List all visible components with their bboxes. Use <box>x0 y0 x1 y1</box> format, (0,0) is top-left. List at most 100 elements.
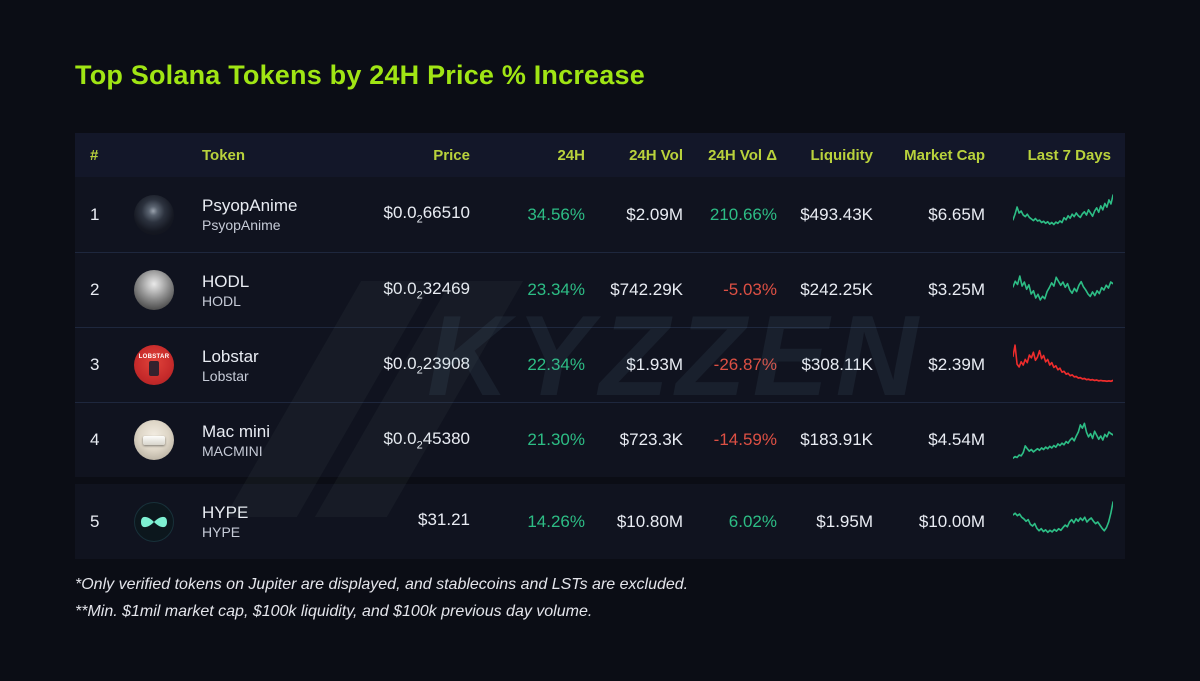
token-meta: Mac mini MACMINI <box>202 421 270 460</box>
price-rest: 23908 <box>422 353 470 373</box>
last-7-days-sparkline <box>985 418 1125 462</box>
last-7-days-sparkline <box>985 193 1125 237</box>
table-row: 5 HYPE HYPE $31.21 14.26% $10.80M 6.02% … <box>75 484 1125 559</box>
header-market-cap: Market Cap <box>904 146 985 164</box>
market-cap: $6.65M <box>928 204 985 224</box>
token-symbol: Lobstar <box>202 367 249 384</box>
market-cap: $2.39M <box>928 355 985 374</box>
market-cap: $10.00M <box>918 511 985 531</box>
rank: 5 <box>90 511 100 531</box>
token-meta: Lobstar Lobstar <box>202 346 259 385</box>
lobstar-icon-figure <box>149 361 159 376</box>
vol-24h: $10.80M <box>616 511 683 531</box>
token-cell: HODL HODL <box>120 270 290 310</box>
header-last-7-days: Last 7 Days <box>1027 146 1111 164</box>
token-name: PsyopAnime <box>202 196 298 215</box>
token-name: Mac mini <box>202 421 271 441</box>
table-header-row: # Token Price 24H 24H Vol 24H Vol Δ Liqu… <box>75 133 1125 177</box>
hodl-token-icon <box>134 270 174 310</box>
token-cell: Mac mini MACMINI <box>120 420 290 460</box>
table-row: 2 HODL HODL $0.0232469 23.34% $742.29K -… <box>75 252 1125 327</box>
header-token: Token <box>202 146 246 164</box>
footnote-2: **Min. $1mil market cap, $100k liquidity… <box>75 603 593 620</box>
change-24h: 21.30% <box>527 430 585 449</box>
header-rank: # <box>90 146 99 164</box>
market-cap: $3.25M <box>928 280 985 299</box>
change-24h: 14.26% <box>527 511 585 531</box>
token-symbol: HODL <box>202 292 241 309</box>
token-name: HYPE <box>202 503 249 522</box>
header-price: Price <box>433 146 470 164</box>
token-symbol: HYPE <box>202 524 241 540</box>
price-prefix: $0.0 <box>383 353 417 373</box>
lobstar-icon-label: LOBSTAR <box>138 354 170 360</box>
change-24h: 34.56% <box>527 204 585 224</box>
vol-delta-24h: -26.87% <box>713 355 777 374</box>
footnote-1: *Only verified tokens on Jupiter are dis… <box>75 576 689 593</box>
vol-24h: $742.29K <box>610 280 683 299</box>
page-title: Top Solana Tokens by 24H Price % Increas… <box>75 60 645 90</box>
token-meta: HYPE HYPE <box>202 502 248 541</box>
price: $0.0232469 <box>290 278 471 302</box>
header-24h-vol-delta: 24H Vol Δ <box>708 146 777 164</box>
header-24h-vol: 24H Vol <box>629 146 683 164</box>
token-symbol: MACMINI <box>202 442 263 459</box>
macmini-icon-device <box>143 435 165 445</box>
table-row: 3 LOBSTAR Lobstar Lobstar $0.0223908 22.… <box>75 327 1125 402</box>
liquidity: $1.95M <box>816 511 873 531</box>
price-rest: 45380 <box>422 428 470 448</box>
price: $0.0245380 <box>290 428 471 452</box>
token-cell: PsyopAnime PsyopAnime <box>120 194 297 235</box>
lobstar-token-icon: LOBSTAR <box>134 345 174 385</box>
footnotes: *Only verified tokens on Jupiter are dis… <box>75 571 688 625</box>
vol-delta-24h: -5.03% <box>723 280 777 299</box>
hype-bowtie-glyph <box>141 516 167 527</box>
token-meta: PsyopAnime PsyopAnime <box>202 195 297 234</box>
row-gap <box>75 477 1125 484</box>
rank: 3 <box>90 355 100 374</box>
macmini-token-icon <box>134 420 174 460</box>
rank: 2 <box>90 280 100 299</box>
sparkline-chart <box>1013 193 1113 225</box>
token-name: HODL <box>202 271 250 291</box>
price: $0.0223908 <box>290 353 471 376</box>
token-symbol: PsyopAnime <box>202 217 281 233</box>
price-subscript: 2 <box>416 289 423 302</box>
vol-24h: $723.3K <box>619 430 683 449</box>
token-meta: HODL HODL <box>202 271 249 310</box>
price-prefix: $0.0 <box>383 203 417 223</box>
price: $0.0266510 <box>290 203 471 225</box>
psyopanime-token-icon <box>134 194 174 235</box>
liquidity: $493.43K <box>800 204 873 224</box>
liquidity: $242.25K <box>800 280 873 299</box>
sparkline-chart <box>1013 275 1113 301</box>
last-7-days-sparkline <box>985 268 1125 312</box>
liquidity: $183.91K <box>800 430 873 449</box>
rank: 1 <box>90 204 100 224</box>
liquidity: $308.11K <box>801 355 873 374</box>
price-rest: 32469 <box>422 278 470 298</box>
last-7-days-sparkline <box>985 500 1125 544</box>
market-cap: $4.54M <box>928 430 985 449</box>
change-24h: 23.34% <box>527 280 585 299</box>
sparkline-chart <box>1013 422 1113 460</box>
vol-delta-24h: 210.66% <box>709 204 777 224</box>
last-7-days-sparkline <box>985 343 1125 387</box>
header-24h: 24H <box>557 146 585 164</box>
price-subscript: 2 <box>416 439 423 452</box>
change-24h: 22.34% <box>527 355 585 374</box>
price-rest: 66510 <box>422 203 470 223</box>
token-cell: HYPE HYPE <box>120 501 290 542</box>
token-cell: LOBSTAR Lobstar Lobstar <box>120 345 290 385</box>
sparkline-chart <box>1013 344 1113 383</box>
hype-token-icon <box>134 501 174 542</box>
price-prefix: $31.21 <box>418 510 470 530</box>
price-prefix: $0.0 <box>383 428 417 448</box>
table-row: 4 Mac mini MACMINI $0.0245380 21.30% $72… <box>75 402 1125 477</box>
table-row: 1 PsyopAnime PsyopAnime $0.0266510 34.56… <box>75 177 1125 252</box>
price: $31.21 <box>290 510 470 532</box>
rank: 4 <box>90 430 100 449</box>
token-name: Lobstar <box>202 346 259 366</box>
vol-24h: $2.09M <box>626 204 683 224</box>
